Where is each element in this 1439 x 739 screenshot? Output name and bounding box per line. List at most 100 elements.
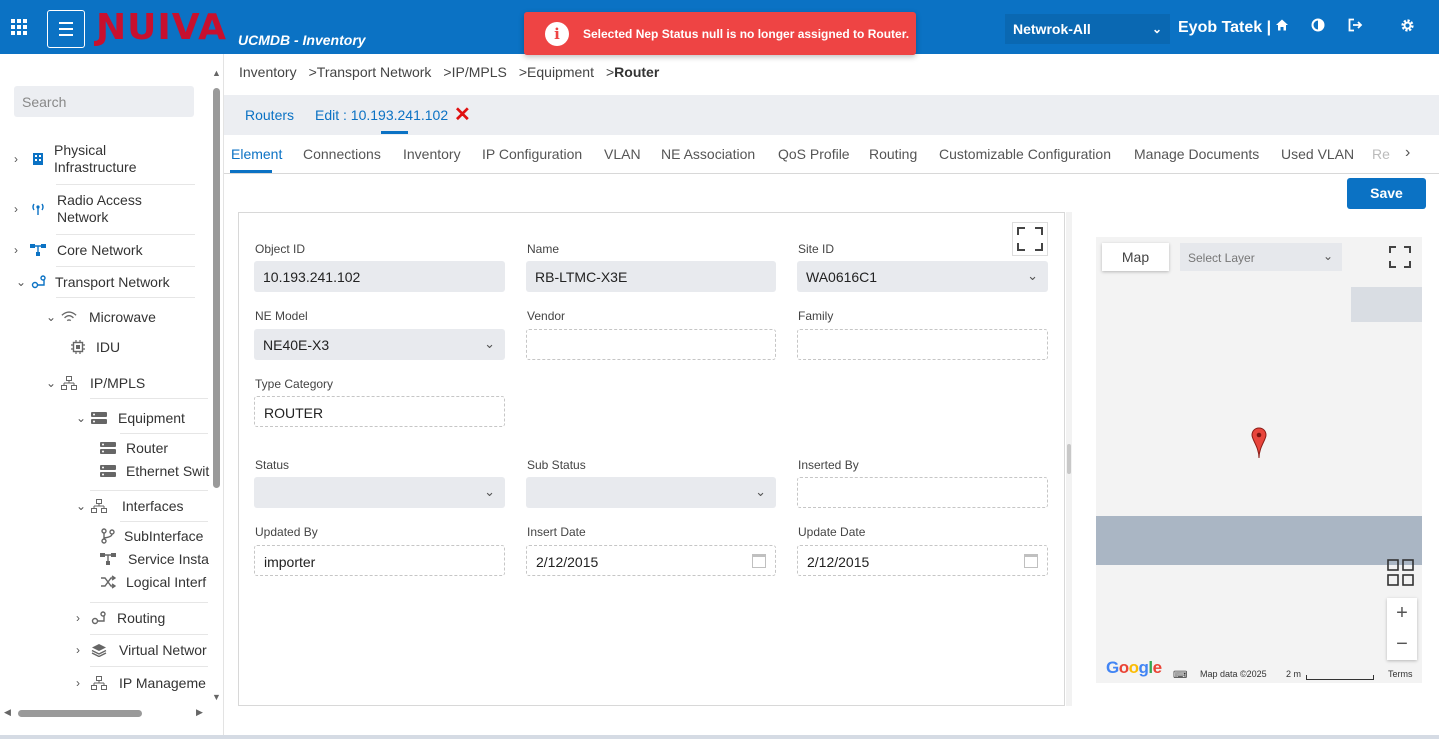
calendar-icon[interactable] — [1024, 554, 1038, 568]
tab-edit-record[interactable]: Edit : 10.193.241.102 — [315, 107, 449, 123]
breadcrumb-transport-network[interactable]: Transport Network — [316, 64, 432, 80]
tab-ne-association[interactable]: NE Association — [661, 146, 756, 162]
settings-gear-icon[interactable] — [1398, 18, 1416, 36]
object-id-value: 10.193.241.102 — [263, 269, 361, 285]
network-select[interactable]: Netwrok-All ⌄ — [1005, 14, 1170, 44]
splitter-grip[interactable] — [1067, 444, 1071, 474]
sidebar-item-ethernet-switch[interactable]: Ethernet Swit — [100, 463, 209, 479]
divider — [90, 490, 208, 491]
scroll-left-icon[interactable]: ◀ — [4, 707, 11, 717]
sidebar-item-interfaces[interactable]: ⌄ Interfaces — [76, 498, 183, 514]
tab-used-vlan[interactable]: Used VLAN — [1281, 146, 1355, 162]
scroll-right-icon[interactable]: ▶ — [196, 707, 203, 717]
family-field[interactable] — [797, 329, 1048, 360]
sidebar-item-label: IP/MPLS — [90, 375, 146, 391]
chevron-right-icon[interactable]: › — [1405, 144, 1411, 161]
divider — [56, 297, 195, 298]
logo: ƝUIVA — [96, 7, 228, 48]
tab-routers[interactable]: Routers — [245, 107, 295, 123]
ne-model-select[interactable]: NE40E-X3 ⌄ — [254, 329, 505, 360]
sidebar-item-physical-infrastructure[interactable]: › Physical Infrastructure — [14, 142, 136, 176]
name-field[interactable]: RB-LTMC-X3E — [526, 261, 776, 292]
sidebar-item-transport-network[interactable]: ⌄ Transport Network — [16, 274, 170, 290]
sidebar-item-idu[interactable]: IDU — [70, 339, 120, 355]
map-terms-link[interactable]: Terms — [1388, 669, 1413, 679]
tab-customizable-configuration[interactable]: Customizable Configuration — [939, 146, 1111, 162]
chevron-down-icon: ⌄ — [76, 499, 87, 513]
sidebar-item-router[interactable]: Router — [100, 440, 168, 456]
tab-ip-configuration[interactable]: IP Configuration — [482, 146, 583, 162]
sub-status-select[interactable]: ⌄ — [526, 477, 776, 508]
save-button[interactable]: Save — [1347, 178, 1426, 209]
expand-icon[interactable] — [1012, 222, 1048, 256]
tab-inventory[interactable]: Inventory — [403, 146, 461, 162]
sidebar-item-equipment[interactable]: ⌄ Equipment — [76, 410, 185, 426]
sidebar-item-virtual-network[interactable]: › Virtual Networ — [76, 642, 207, 658]
update-date-field[interactable]: 2/12/2015 — [797, 545, 1048, 576]
map-scale-bar — [1306, 675, 1374, 680]
sidebar: Search › Physical Infrastructure › Radio… — [0, 54, 224, 739]
scrollbar-thumb[interactable] — [213, 88, 220, 488]
menu-button[interactable] — [47, 10, 85, 48]
sidebar-item-service-instance[interactable]: Service Insta — [100, 551, 209, 567]
breadcrumb-equipment[interactable]: Equipment — [527, 64, 594, 80]
sidebar-item-core-network[interactable]: › Core Network — [14, 242, 143, 258]
wifi-icon — [61, 309, 77, 325]
hierarchy-icon — [61, 375, 77, 391]
zoom-in-button[interactable]: + — [1396, 602, 1408, 624]
map-pin-icon[interactable] — [1251, 427, 1267, 464]
home-icon[interactable] — [1273, 18, 1291, 36]
insert-date-field[interactable]: 2/12/2015 — [526, 545, 776, 576]
fullscreen-icon[interactable] — [1388, 245, 1412, 269]
logout-icon[interactable] — [1346, 18, 1364, 36]
sidebar-vertical-scrollbar[interactable]: ▲ ▼ — [210, 68, 222, 718]
sidebar-item-label: Transport Network — [55, 274, 170, 290]
apps-grid-icon[interactable] — [11, 19, 27, 35]
sidebar-item-microwave[interactable]: ⌄ Microwave — [46, 309, 156, 325]
tab-qos-profile[interactable]: QoS Profile — [778, 146, 850, 162]
site-id-select[interactable]: WA0616C1 ⌄ — [797, 261, 1048, 292]
vendor-field[interactable] — [526, 329, 776, 360]
panel-splitter[interactable] — [1066, 212, 1072, 706]
sidebar-horizontal-scrollbar[interactable]: ◀ ▶ — [0, 706, 210, 720]
status-select[interactable]: ⌄ — [254, 477, 505, 508]
close-icon[interactable]: ✕ — [454, 104, 471, 126]
breadcrumb-inventory[interactable]: Inventory — [239, 64, 297, 80]
tab-routing[interactable]: Routing — [869, 146, 918, 162]
sidebar-item-subinterface[interactable]: SubInterface — [100, 528, 203, 544]
vendor-label: Vendor — [527, 309, 566, 323]
chevron-down-icon: ⌄ — [16, 275, 27, 289]
tab-truncated[interactable]: Re — [1372, 146, 1390, 162]
map-type-button[interactable]: Map — [1102, 243, 1169, 271]
zoom-out-button[interactable]: − — [1396, 633, 1408, 655]
sidebar-item-ip-mpls[interactable]: ⌄ IP/MPLS — [46, 375, 145, 391]
scroll-up-icon[interactable]: ▲ — [212, 68, 221, 78]
calendar-icon[interactable] — [752, 554, 766, 568]
tab-manage-documents[interactable]: Manage Documents — [1134, 146, 1260, 162]
updated-by-field[interactable]: importer — [254, 545, 505, 576]
contrast-icon[interactable] — [1309, 18, 1327, 36]
breadcrumb-separator: > — [605, 64, 615, 80]
search-input[interactable]: Search — [14, 86, 194, 117]
sidebar-item-radio-access-network[interactable]: › Radio Access Network — [14, 192, 142, 226]
inserted-by-field[interactable] — [797, 477, 1048, 508]
tab-vlan[interactable]: VLAN — [604, 146, 641, 162]
scroll-down-icon[interactable]: ▼ — [212, 692, 221, 702]
object-id-field[interactable]: 10.193.241.102 — [254, 261, 505, 292]
map-panel[interactable]: Map Select Layer ⌄ + − Google ⌨ Map data… — [1096, 237, 1422, 683]
sidebar-item-label: Network — [57, 209, 109, 225]
tab-connections[interactable]: Connections — [303, 146, 381, 162]
divider — [90, 634, 208, 635]
sidebar-item-label: Core Network — [57, 242, 143, 258]
sidebar-item-ip-management[interactable]: › IP Manageme — [76, 675, 206, 691]
sidebar-item-routing[interactable]: › Routing — [76, 610, 165, 626]
breadcrumb-ip-mpls[interactable]: IP/MPLS — [451, 64, 507, 80]
scrollbar-thumb[interactable] — [18, 710, 142, 717]
map-layers-grid-icon[interactable] — [1387, 559, 1415, 587]
type-category-field[interactable]: ROUTER — [254, 396, 505, 427]
select-layer-dropdown[interactable]: Select Layer ⌄ — [1180, 243, 1342, 271]
user-name[interactable]: Eyob Tatek | — [1178, 19, 1272, 36]
sidebar-item-logical-interface[interactable]: Logical Interf — [100, 574, 206, 590]
tab-element[interactable]: Element — [231, 146, 283, 162]
keyboard-icon[interactable]: ⌨ — [1173, 670, 1188, 681]
